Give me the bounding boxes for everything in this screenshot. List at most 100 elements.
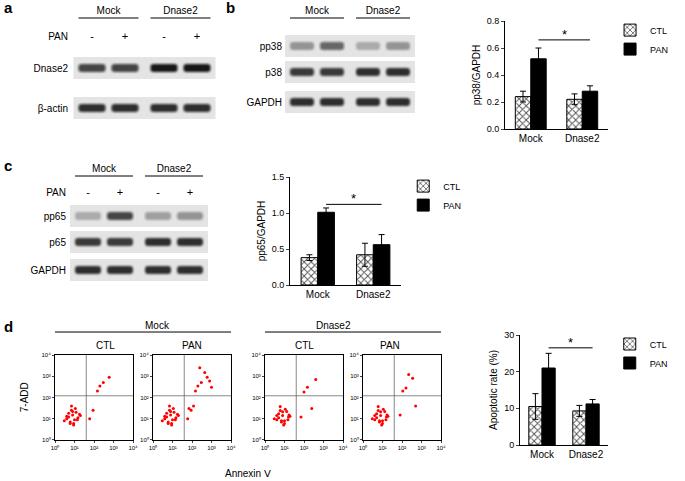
svg-text:10¹: 10¹ xyxy=(350,416,359,422)
svg-text:-: - xyxy=(86,186,90,198)
svg-text:0.6: 0.6 xyxy=(487,43,500,53)
svg-text:PAN: PAN xyxy=(48,31,68,42)
svg-text:0.0: 0.0 xyxy=(272,280,285,290)
svg-text:+: + xyxy=(187,186,193,198)
svg-text:10²: 10² xyxy=(350,395,359,401)
svg-text:PAN: PAN xyxy=(650,45,668,55)
svg-text:-: - xyxy=(90,30,94,42)
svg-text:-: - xyxy=(162,30,166,42)
svg-text:10⁴: 10⁴ xyxy=(128,445,138,451)
svg-text:1.0: 1.0 xyxy=(272,208,285,218)
svg-text:10¹: 10¹ xyxy=(280,445,289,451)
svg-text:10⁴: 10⁴ xyxy=(140,352,150,358)
svg-text:Mock: Mock xyxy=(530,449,555,460)
svg-text:10⁰: 10⁰ xyxy=(140,436,149,443)
svg-text:10⁰: 10⁰ xyxy=(359,444,368,451)
svg-text:PAN: PAN xyxy=(443,201,461,211)
svg-text:10⁴: 10⁴ xyxy=(226,445,236,451)
svg-text:Annexin Ⅴ: Annexin Ⅴ xyxy=(225,468,271,479)
svg-text:Dnase2: Dnase2 xyxy=(565,133,600,144)
svg-text:10¹: 10¹ xyxy=(378,445,387,451)
svg-text:CTL: CTL xyxy=(96,340,115,351)
svg-text:PAN: PAN xyxy=(182,340,202,351)
svg-text:GAPDH: GAPDH xyxy=(30,265,66,276)
svg-text:10²: 10² xyxy=(42,395,51,401)
svg-text:10²: 10² xyxy=(398,445,407,451)
svg-text:10⁴: 10⁴ xyxy=(42,352,52,358)
svg-text:Apoptotic rate (%): Apoptotic rate (%) xyxy=(488,350,499,430)
svg-text:10²: 10² xyxy=(90,445,99,451)
svg-text:20: 20 xyxy=(504,367,514,377)
svg-text:Dnase2: Dnase2 xyxy=(569,449,604,460)
svg-text:10⁰: 10⁰ xyxy=(252,436,261,443)
svg-text:10³: 10³ xyxy=(417,445,426,451)
svg-text:+: + xyxy=(117,186,123,198)
svg-text:10³: 10³ xyxy=(252,373,261,379)
svg-text:0: 0 xyxy=(509,440,514,450)
svg-text:7-ADD: 7-ADD xyxy=(19,382,30,412)
svg-text:10³: 10³ xyxy=(207,445,216,451)
svg-text:10³: 10³ xyxy=(140,373,149,379)
svg-text:β-actin: β-actin xyxy=(38,103,68,114)
svg-text:*: * xyxy=(351,191,356,206)
svg-text:0.8: 0.8 xyxy=(487,16,500,26)
svg-text:*: * xyxy=(562,27,567,42)
svg-text:Mock: Mock xyxy=(305,5,330,16)
svg-text:10⁴: 10⁴ xyxy=(252,352,262,358)
svg-text:10³: 10³ xyxy=(42,373,51,379)
svg-text:Mock: Mock xyxy=(306,289,331,300)
svg-text:b: b xyxy=(226,0,235,16)
svg-text:10²: 10² xyxy=(188,445,197,451)
svg-text:10¹: 10¹ xyxy=(140,416,149,422)
svg-text:10³: 10³ xyxy=(319,445,328,451)
svg-text:10¹: 10¹ xyxy=(168,445,177,451)
svg-text:10⁰: 10⁰ xyxy=(42,436,51,443)
svg-text:Mock: Mock xyxy=(92,163,117,174)
svg-text:10²: 10² xyxy=(300,445,309,451)
svg-text:Mock: Mock xyxy=(519,133,544,144)
svg-text:p65: p65 xyxy=(49,237,66,248)
svg-text:10¹: 10¹ xyxy=(42,416,51,422)
svg-text:10²: 10² xyxy=(252,395,261,401)
svg-text:0.5: 0.5 xyxy=(272,244,285,254)
svg-text:10³: 10³ xyxy=(350,373,359,379)
svg-text:30: 30 xyxy=(504,330,514,340)
svg-text:10: 10 xyxy=(504,403,514,413)
svg-text:pp38/GAPDH: pp38/GAPDH xyxy=(471,45,482,106)
svg-text:+: + xyxy=(122,30,128,42)
svg-text:10³: 10³ xyxy=(109,445,118,451)
svg-text:Dnase2: Dnase2 xyxy=(316,320,351,331)
svg-text:-: - xyxy=(156,186,160,198)
svg-text:PAN: PAN xyxy=(46,187,66,198)
svg-text:10⁰: 10⁰ xyxy=(261,444,270,451)
svg-text:Dnase2: Dnase2 xyxy=(356,289,391,300)
svg-text:pp38: pp38 xyxy=(260,41,283,52)
svg-text:Dnase2: Dnase2 xyxy=(163,5,198,16)
svg-text:0.2: 0.2 xyxy=(487,97,500,107)
svg-text:GAPDH: GAPDH xyxy=(246,97,282,108)
svg-text:c: c xyxy=(4,158,12,174)
svg-text:*: * xyxy=(568,335,573,350)
svg-text:10⁴: 10⁴ xyxy=(338,445,348,451)
svg-text:Dnase2: Dnase2 xyxy=(157,163,192,174)
svg-text:10⁰: 10⁰ xyxy=(350,436,359,443)
svg-text:10²: 10² xyxy=(140,395,149,401)
svg-text:10⁰: 10⁰ xyxy=(149,444,158,451)
svg-text:PAN: PAN xyxy=(650,359,668,369)
svg-text:PAN: PAN xyxy=(380,340,400,351)
svg-text:CTL: CTL xyxy=(650,340,667,350)
svg-text:CTL: CTL xyxy=(443,182,460,192)
svg-text:Mock: Mock xyxy=(97,5,122,16)
svg-text:0.0: 0.0 xyxy=(487,124,500,134)
svg-text:10⁴: 10⁴ xyxy=(436,445,446,451)
svg-text:10¹: 10¹ xyxy=(70,445,79,451)
svg-text:10⁰: 10⁰ xyxy=(51,444,60,451)
svg-text:0.4: 0.4 xyxy=(487,70,500,80)
svg-text:pp65/GAPDH: pp65/GAPDH xyxy=(256,201,267,262)
svg-text:a: a xyxy=(4,0,13,16)
svg-text:p38: p38 xyxy=(265,67,282,78)
svg-text:pp65: pp65 xyxy=(44,211,67,222)
svg-text:1.5: 1.5 xyxy=(272,172,285,182)
svg-text:Dnase2: Dnase2 xyxy=(34,63,69,74)
svg-text:Dnase2: Dnase2 xyxy=(366,5,401,16)
